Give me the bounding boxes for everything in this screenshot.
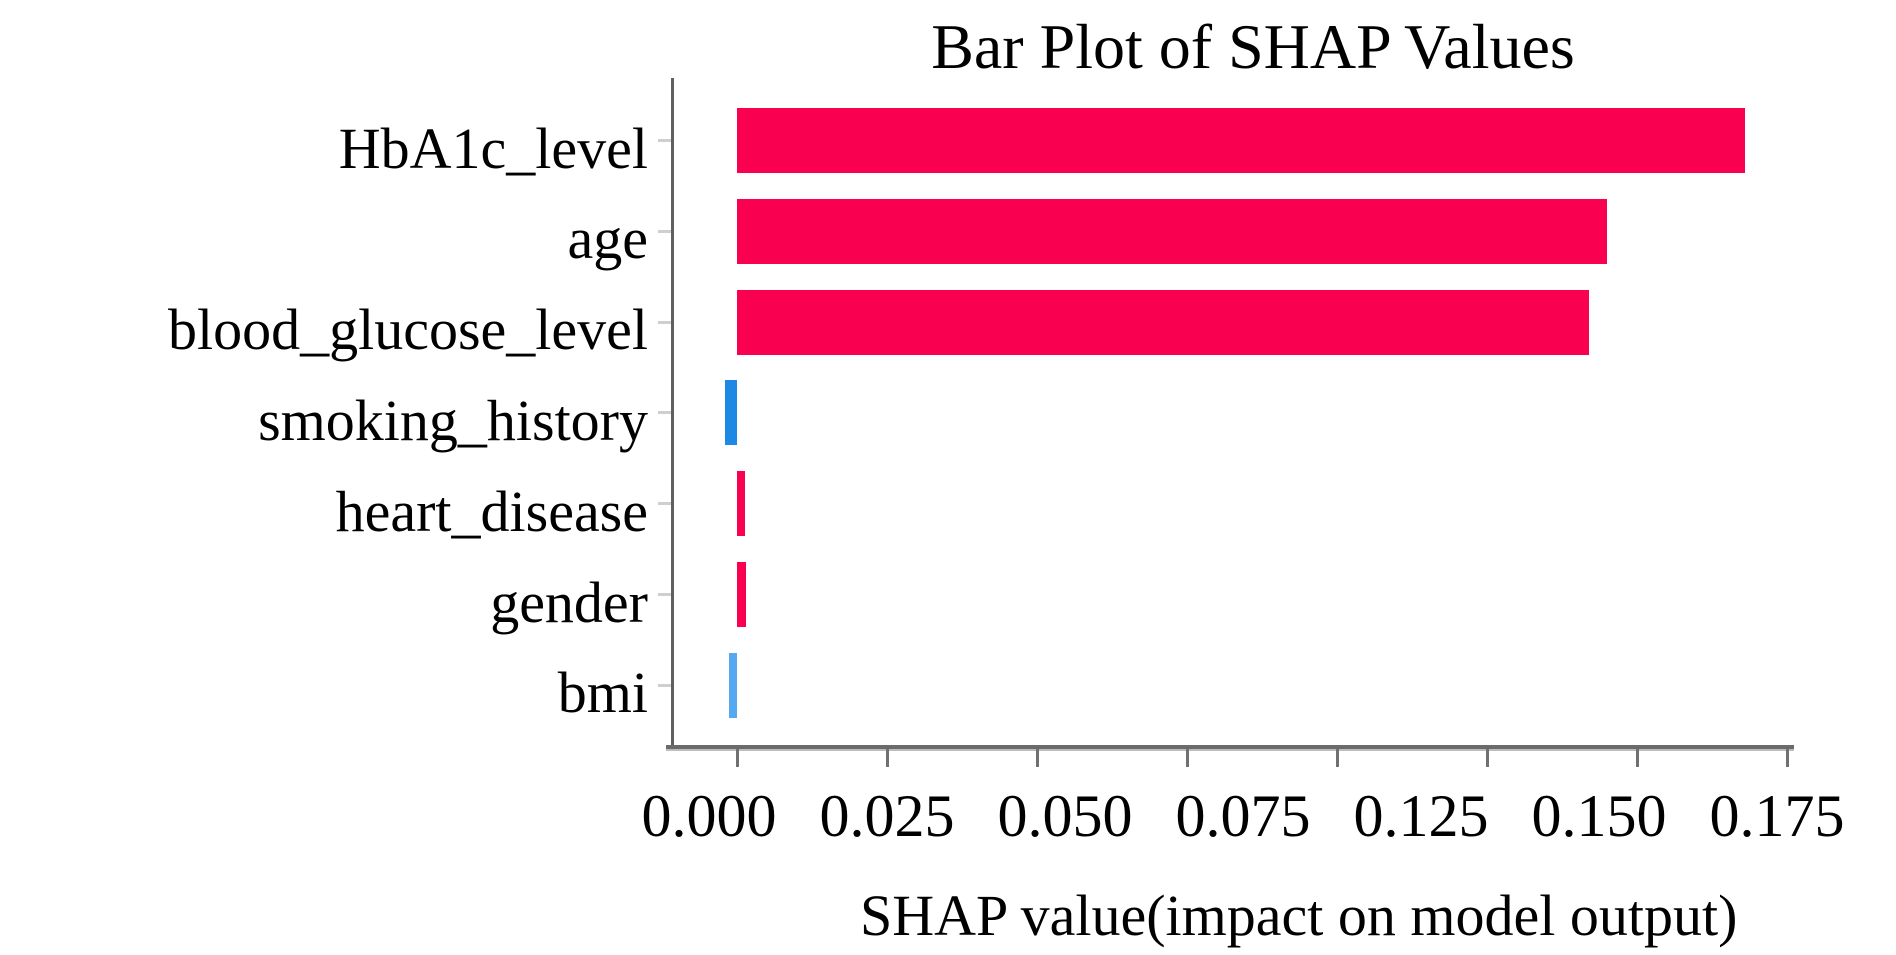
y-tick-label-gender: gender: [490, 569, 648, 635]
y-tick-label-blood_glucose_level: blood_glucose_level: [167, 297, 648, 363]
y-tick-label-age: age: [567, 206, 649, 272]
bar-gender: [737, 562, 746, 628]
bar-age: [737, 198, 1607, 264]
bar-heart_disease: [737, 471, 745, 537]
x-tick-mark: [1485, 749, 1489, 767]
x-axis-line: [666, 745, 1794, 751]
x-tick-mark: [1335, 749, 1339, 767]
bar-smoking_history: [725, 380, 737, 446]
x-tick-label: 0.075: [1175, 783, 1311, 849]
x-tick-mark: [1185, 749, 1189, 767]
y-tick-mark: [658, 139, 671, 142]
y-tick-mark: [658, 502, 671, 506]
x-tick-label: 0.025: [819, 783, 955, 849]
y-tick-mark: [658, 683, 671, 687]
y-tick-label-bmi: bmi: [557, 660, 648, 726]
x-tick-label: 0.150: [1531, 783, 1667, 849]
y-tick-mark: [658, 320, 671, 324]
x-tick-mark: [735, 749, 739, 767]
y-tick-label-heart_disease: heart_disease: [335, 478, 648, 544]
y-tick-mark: [658, 411, 671, 415]
bar-blood_glucose_level: [737, 289, 1589, 355]
x-axis-title: SHAP value(impact on model output): [860, 883, 1738, 948]
bar-HbA1c_level: [737, 108, 1745, 173]
x-tick-mark: [1035, 749, 1039, 767]
y-tick-label-smoking_history: smoking_history: [258, 387, 648, 453]
x-tick-mark: [1785, 749, 1789, 767]
bar-bmi: [729, 652, 737, 718]
y-tick-label-HbA1c_level: HbA1c_level: [338, 115, 648, 181]
x-tick-label: 0.125: [1353, 783, 1489, 849]
x-tick-label: 0.050: [997, 783, 1133, 849]
y-tick-mark: [658, 229, 671, 233]
x-tick-label: 0.175: [1709, 783, 1845, 849]
x-tick-mark: [885, 749, 889, 767]
x-tick-mark: [1635, 749, 1639, 767]
y-tick-mark: [658, 593, 671, 597]
chart-title: Bar Plot of SHAP Values: [931, 11, 1575, 82]
x-tick-label: 0.000: [641, 783, 777, 849]
y-axis-line: [671, 78, 674, 749]
